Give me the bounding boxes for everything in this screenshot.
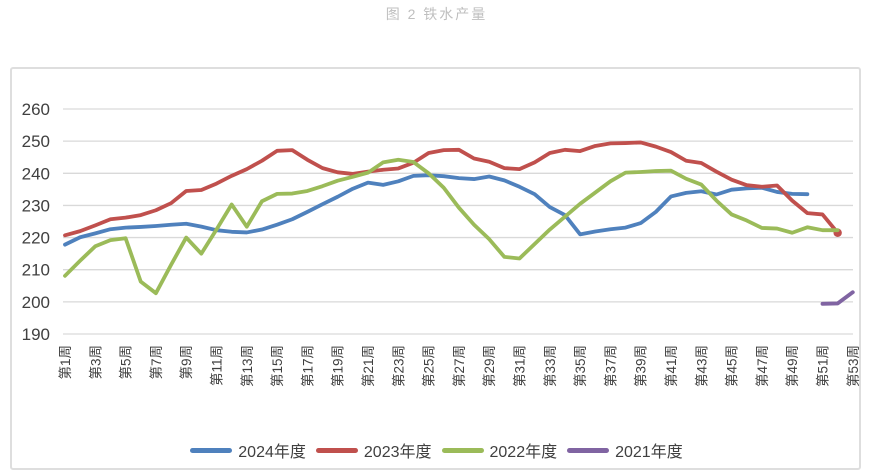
legend-swatch-3	[567, 447, 610, 453]
legend-label-3: 2021年度	[615, 444, 683, 461]
legend-label-0: 2024年度	[238, 444, 306, 461]
legend-label-2: 2022年度	[489, 444, 558, 461]
legend-item-3: 2021年度	[567, 438, 683, 462]
legend-item-0: 2024年度	[190, 438, 306, 462]
chart-panel	[10, 67, 861, 470]
figure-title: 图 2 铁水产量	[385, 6, 488, 22]
legend-swatch-0	[190, 447, 233, 453]
legend-item-1: 2023年度	[315, 438, 432, 462]
legend-label-1: 2023年度	[363, 444, 432, 461]
legend-swatch-1	[315, 447, 358, 453]
chart-legend: 2024年度 2023年度 2022年度 2021年度	[0, 438, 873, 462]
legend-item-2: 2022年度	[441, 438, 558, 462]
legend-swatch-2	[441, 447, 484, 453]
